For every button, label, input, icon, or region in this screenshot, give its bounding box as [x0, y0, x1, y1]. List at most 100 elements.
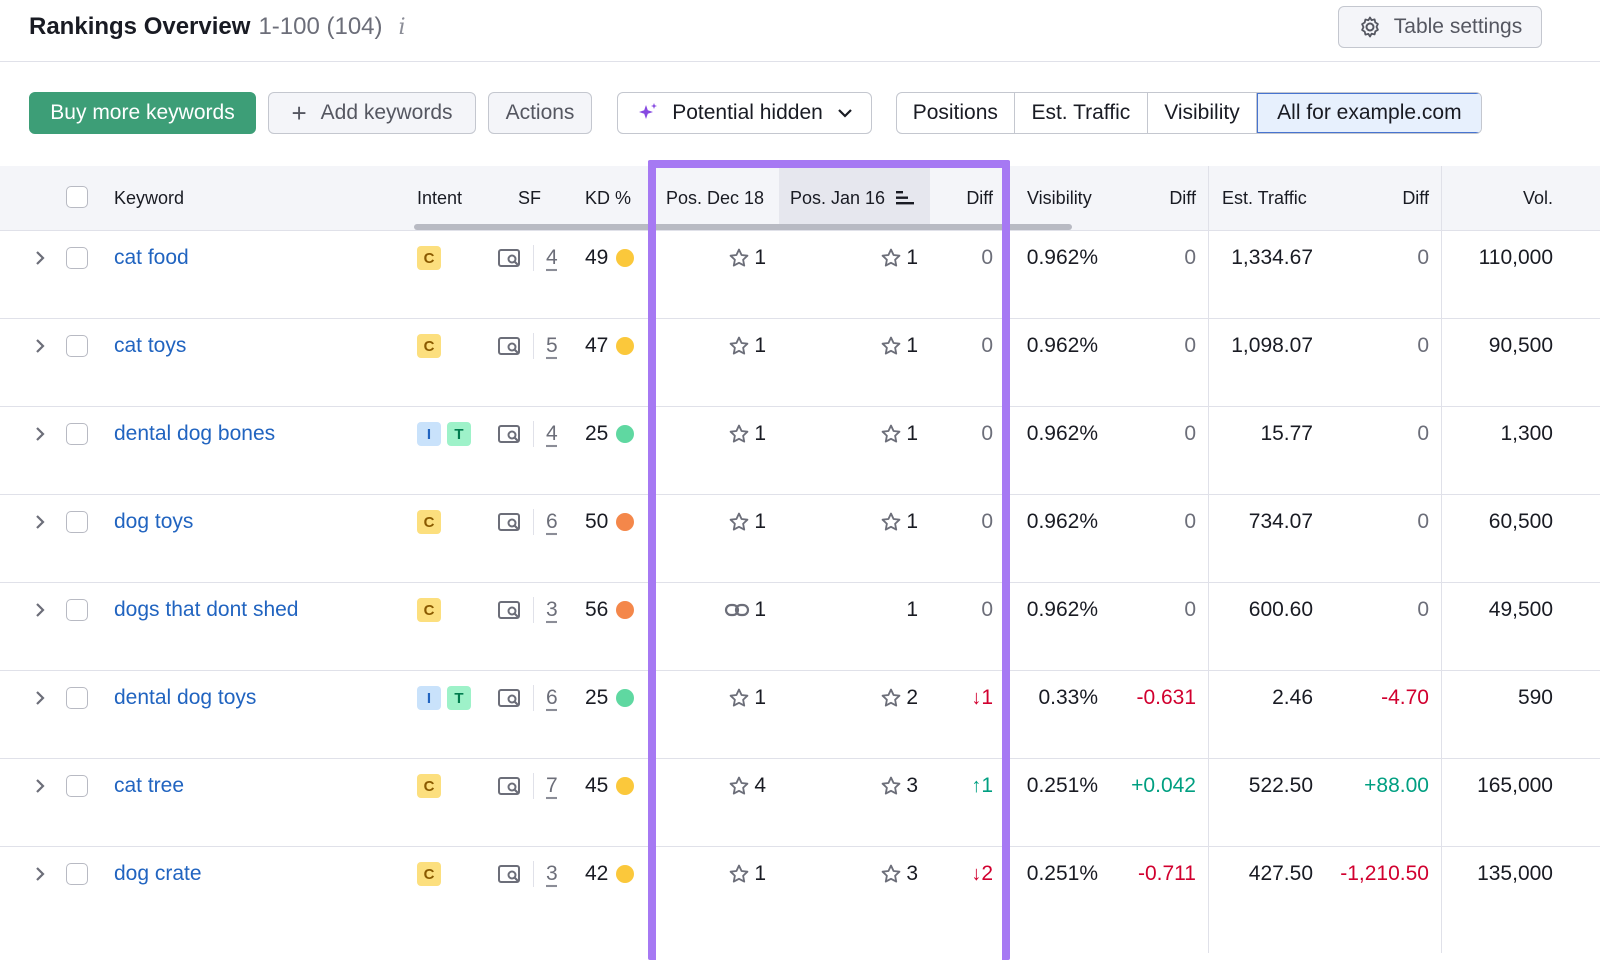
pos-jan-cell: 1 — [800, 242, 918, 274]
add-keywords-button[interactable]: + Add keywords — [268, 92, 476, 134]
potential-hidden-dropdown[interactable]: Potential hidden — [617, 92, 872, 134]
traffic-diff-value: 0 — [1417, 598, 1429, 621]
pos-dec-cell: 1 — [660, 506, 766, 538]
serp-features-count[interactable]: 3 — [546, 598, 558, 621]
expand-row-icon[interactable] — [34, 330, 46, 362]
row-checkbox[interactable] — [66, 423, 88, 445]
pos-dec-value: 1 — [754, 598, 766, 621]
view-segmented-control[interactable]: Positions Est. Traffic Visibility All fo… — [896, 92, 1482, 134]
col-kd[interactable]: KD % — [585, 187, 632, 208]
serp-features-icon[interactable] — [497, 770, 523, 802]
col-intent[interactable]: Intent — [417, 187, 463, 208]
segment-positions[interactable]: Positions — [897, 93, 1015, 133]
serp-features-icon[interactable] — [497, 418, 523, 450]
pos-jan-value: 1 — [906, 422, 918, 445]
serp-features-icon[interactable] — [497, 506, 523, 538]
traffic-diff-value: +88.00 — [1364, 774, 1429, 797]
pos-jan-cell: 3 — [800, 770, 918, 802]
keyword-link[interactable]: dog crate — [114, 862, 202, 885]
table-settings-button[interactable]: Table settings — [1338, 6, 1542, 48]
expand-row-icon[interactable] — [34, 594, 46, 626]
volume-value: 60,500 — [1488, 510, 1553, 533]
row-checkbox[interactable] — [66, 247, 88, 269]
info-icon[interactable]: i — [398, 14, 406, 40]
expand-row-icon[interactable] — [34, 682, 46, 714]
kd-difficulty-dot — [616, 777, 635, 795]
est-traffic-value: 15.77 — [1260, 422, 1313, 445]
keyword-link[interactable]: dental dog bones — [114, 422, 276, 445]
keyword-link[interactable]: cat toys — [114, 334, 187, 357]
pos-jan-cell: 1 — [800, 594, 918, 626]
pos-dec-cell: 4 — [660, 770, 766, 802]
serp-features-count[interactable]: 5 — [546, 334, 558, 357]
expand-row-icon[interactable] — [34, 418, 46, 450]
visibility-value: 0.962% — [1026, 334, 1098, 357]
buy-more-keywords-button[interactable]: Buy more keywords — [29, 92, 256, 134]
col-visibility[interactable]: Visibility — [1027, 187, 1092, 208]
horizontal-scrollbar[interactable] — [414, 224, 1072, 230]
keyword-link[interactable]: dogs that dont shed — [114, 598, 299, 621]
kd-difficulty-dot — [616, 337, 635, 355]
volume-value: 90,500 — [1488, 334, 1553, 357]
est-traffic-value: 522.50 — [1248, 774, 1313, 797]
col-est-traffic[interactable]: Est. Traffic — [1222, 187, 1307, 208]
serp-features-count[interactable]: 4 — [546, 246, 558, 269]
col-vis-diff[interactable]: Diff — [1169, 187, 1196, 208]
col-pos-dec[interactable]: Pos. Dec 18 — [666, 187, 765, 208]
pos-diff-value: 1 — [981, 774, 993, 797]
table-settings-label: Table settings — [1393, 15, 1523, 38]
sf-divider — [533, 333, 534, 359]
col-sf[interactable]: SF — [518, 187, 542, 208]
col-pos-jan[interactable]: Pos. Jan 16 — [790, 166, 915, 230]
keyword-link[interactable]: cat tree — [114, 774, 185, 797]
featured-star-icon — [728, 511, 750, 533]
expand-row-icon[interactable] — [34, 242, 46, 274]
serp-features-icon[interactable] — [497, 242, 523, 274]
col-traffic-diff[interactable]: Diff — [1402, 187, 1429, 208]
pos-dec-value: 1 — [754, 510, 766, 533]
serp-features-icon[interactable] — [497, 330, 523, 362]
serp-features-icon[interactable] — [497, 594, 523, 626]
sf-divider — [533, 685, 534, 711]
row-checkbox[interactable] — [66, 599, 88, 621]
pos-jan-cell: 3 — [800, 858, 918, 890]
row-checkbox[interactable] — [66, 775, 88, 797]
keyword-link[interactable]: cat food — [114, 246, 189, 269]
select-all-checkbox[interactable] — [66, 186, 88, 208]
result-range: 1-100 (104) — [258, 13, 383, 40]
col-volume[interactable]: Vol. — [1522, 187, 1553, 208]
serp-features-count[interactable]: 4 — [546, 422, 558, 445]
pos-diff-value: 0 — [981, 510, 993, 533]
visibility-value: 0.251% — [1026, 862, 1098, 885]
serp-features-count[interactable]: 6 — [546, 510, 558, 533]
actions-button[interactable]: Actions — [488, 92, 592, 134]
expand-row-icon[interactable] — [34, 858, 46, 890]
serp-features-count[interactable]: 7 — [546, 774, 558, 797]
row-checkbox[interactable] — [66, 335, 88, 357]
col-pos-diff[interactable]: Diff — [966, 187, 993, 208]
expand-row-icon[interactable] — [34, 506, 46, 538]
segment-all-for-domain[interactable]: All for example.com — [1256, 93, 1481, 133]
serp-features-icon[interactable] — [497, 858, 523, 890]
serp-features-count[interactable]: 6 — [546, 686, 558, 709]
visibility-diff-value: 0 — [1184, 510, 1196, 533]
serp-features-count[interactable]: 3 — [546, 862, 558, 885]
kd-value: 47 — [585, 330, 635, 362]
keyword-link[interactable]: dog toys — [114, 510, 194, 533]
serp-features-icon[interactable] — [497, 682, 523, 714]
segment-visibility[interactable]: Visibility — [1148, 93, 1257, 133]
pos-diff-cell: 0 — [930, 330, 993, 362]
sf-divider — [533, 421, 534, 447]
segment-est-traffic[interactable]: Est. Traffic — [1015, 93, 1149, 133]
est-traffic-value: 1,334.67 — [1231, 246, 1313, 269]
kd-number: 42 — [585, 862, 609, 885]
row-checkbox[interactable] — [66, 863, 88, 885]
row-checkbox[interactable] — [66, 511, 88, 533]
row-checkbox[interactable] — [66, 687, 88, 709]
keyword-link[interactable]: dental dog toys — [114, 686, 257, 709]
expand-row-icon[interactable] — [34, 770, 46, 802]
pos-diff-value: 0 — [981, 422, 993, 445]
col-keyword[interactable]: Keyword — [114, 187, 185, 208]
